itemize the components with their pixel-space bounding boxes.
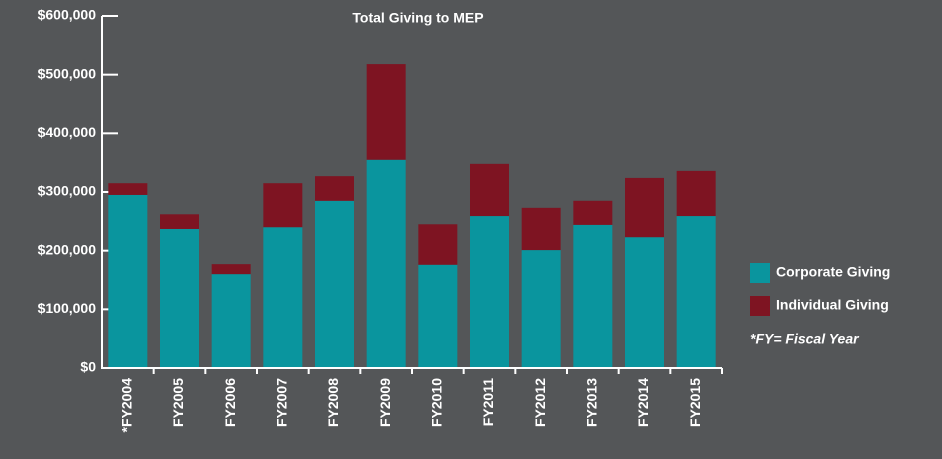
x-tick-label: FY2012: [532, 378, 548, 427]
bar-segment: [160, 214, 199, 229]
annotation: *FY= Fiscal Year: [750, 331, 860, 347]
legend-swatch: [750, 263, 770, 283]
bar-segment: [160, 228, 199, 368]
legend-swatch: [750, 296, 770, 316]
legend-label: Individual Giving: [776, 297, 889, 313]
bar-segment: [676, 170, 716, 217]
bar-segment: [470, 216, 509, 368]
bar-segment: [418, 264, 458, 368]
chart-title: Total Giving to MEP: [352, 10, 483, 26]
x-tick-label: FY2008: [325, 378, 341, 427]
bar-segment: [211, 274, 251, 368]
bar-segment: [573, 200, 613, 225]
x-tick-label: *FY2004: [119, 378, 135, 433]
bar-segment: [418, 224, 458, 265]
x-tick-label: FY2013: [584, 378, 600, 427]
bar-segment: [315, 176, 354, 201]
y-tick-label: $300,000: [38, 183, 97, 199]
y-tick-label: $100,000: [38, 300, 97, 316]
bar-segment: [366, 64, 406, 160]
bar-segment: [315, 200, 354, 368]
y-tick-label: $600,000: [38, 7, 97, 23]
y-tick-label: $500,000: [38, 65, 97, 81]
x-tick-label: FY2011: [480, 378, 496, 426]
x-tick-label: FY2005: [170, 378, 186, 427]
bar-segment: [366, 159, 406, 368]
bar-segment: [625, 177, 664, 238]
y-tick-label: $400,000: [38, 124, 97, 140]
legend-label: Corporate Giving: [776, 264, 890, 280]
bar-segment: [521, 207, 561, 251]
x-tick-label: FY2006: [222, 378, 238, 427]
bar-segment: [573, 224, 613, 368]
x-tick-label: FY2015: [687, 378, 703, 427]
y-tick-label: $200,000: [38, 241, 97, 257]
x-tick-label: FY2014: [635, 378, 651, 427]
bar-segment: [676, 216, 716, 368]
x-tick-label: FY2009: [377, 378, 393, 427]
bar-segment: [470, 163, 509, 217]
bar-segment: [263, 227, 303, 368]
bar-segment: [108, 194, 148, 368]
y-tick-label: $0: [80, 359, 96, 375]
bar-segment: [625, 237, 664, 368]
bar-segment: [211, 264, 251, 275]
bar-segment: [108, 183, 148, 195]
x-tick-label: FY2007: [274, 378, 290, 427]
x-tick-label: FY2010: [429, 378, 445, 427]
bar-segment: [263, 183, 303, 228]
bar-segment: [521, 250, 561, 368]
